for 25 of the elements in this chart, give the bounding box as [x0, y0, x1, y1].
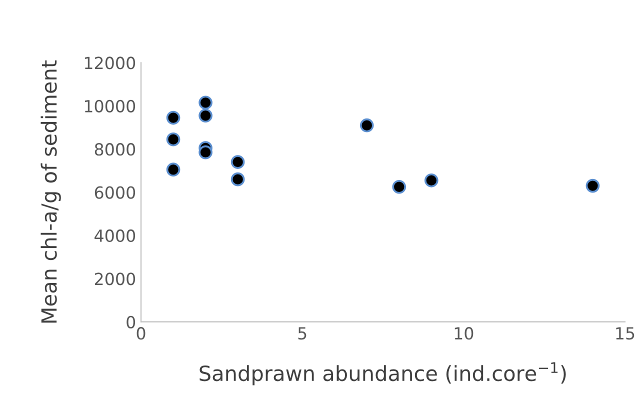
point	[166, 132, 180, 146]
y-tick-label: 8000	[94, 143, 136, 156]
point	[166, 110, 180, 125]
y-tick-label: 4000	[94, 229, 136, 242]
point	[424, 173, 438, 188]
y-axis-title: Mean chl-a/g of sediment	[40, 60, 61, 323]
x-tick-label: 15	[616, 327, 634, 340]
point	[166, 162, 180, 177]
point	[392, 180, 406, 194]
point	[230, 155, 245, 169]
point	[360, 118, 374, 132]
y-tick-label: 0	[126, 316, 136, 328]
y-tick-label: 2000	[94, 272, 136, 286]
x-tick-label: 0	[136, 327, 146, 340]
point	[586, 178, 600, 193]
point	[230, 172, 245, 186]
point	[198, 145, 212, 160]
x-axis-title: Sandprawn abundance (ind.core$^{−1}$)	[200, 362, 566, 386]
point	[198, 108, 212, 123]
x-tick-label: 5	[298, 327, 306, 340]
y-tick-label: 12000	[84, 56, 136, 70]
point	[198, 96, 212, 110]
y-tick-label: 10000	[84, 100, 136, 112]
y-tick-label: 6000	[94, 186, 136, 199]
x-tick-label: 10	[454, 327, 474, 340]
